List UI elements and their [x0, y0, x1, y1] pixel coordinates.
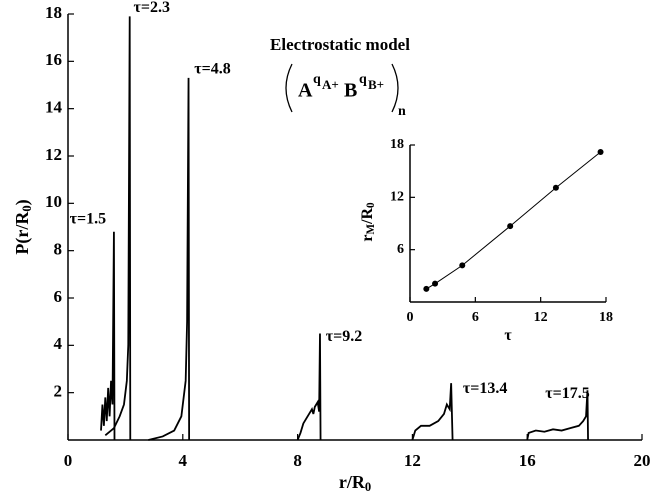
x-tick-label: 18: [599, 310, 613, 325]
axis-label: τ: [504, 327, 512, 344]
axis-label: P(r/R0): [12, 199, 34, 254]
point: [459, 262, 466, 269]
x-tick-label: 4: [179, 451, 188, 470]
axis-label-part: 0: [365, 480, 371, 494]
distribution-line: [526, 390, 589, 441]
peak-label: τ=4.8: [194, 61, 231, 78]
y-tick-label: 10: [45, 192, 62, 211]
axis-label: r/R0: [339, 472, 371, 494]
axis-label-part: 0: [20, 205, 34, 211]
y-tick-label: 6: [54, 287, 63, 306]
axis-label-part: τ: [504, 327, 512, 344]
y-tick-label: 12: [390, 190, 404, 205]
peak-label: τ=9.2: [326, 328, 363, 345]
y-tick-label: 2: [54, 382, 63, 401]
y-tick-label: 4: [54, 334, 63, 353]
paren: [285, 63, 293, 113]
paren: [391, 63, 399, 113]
x-tick-label: 12: [534, 310, 548, 325]
fit-line: [426, 151, 601, 290]
y-tick-label: 8: [54, 240, 63, 259]
formula-part: B+: [368, 77, 384, 92]
formula-part: B: [344, 80, 357, 102]
formula-part: A+: [322, 77, 339, 92]
y-tick-label: 18: [390, 137, 404, 152]
point: [597, 148, 604, 155]
point: [507, 223, 514, 230]
distribution-line: [148, 77, 191, 441]
x-tick-label: 0: [64, 451, 73, 470]
peak-label: τ=2.3: [133, 0, 170, 16]
x-tick-label: 16: [519, 451, 536, 470]
formula-part: n: [398, 104, 406, 119]
distribution-line: [411, 383, 454, 441]
formula: A q A+ B q B+ n: [285, 63, 406, 119]
peak-label: τ=1.5: [70, 210, 107, 227]
formula-part: q: [359, 72, 367, 87]
peak-label: τ=13.4: [463, 380, 508, 397]
axis-label-part: M: [365, 224, 377, 235]
x-tick-label: 6: [472, 310, 479, 325]
axis-label-part: ): [12, 199, 33, 205]
axis-label-part: P(r/R: [12, 211, 33, 255]
distribution-line: [100, 231, 116, 441]
point: [432, 280, 439, 287]
y-tick-label: 14: [45, 98, 63, 117]
axis-label-part: r/R: [339, 472, 366, 492]
y-tick-label: 6: [397, 242, 404, 257]
x-tick-label: 8: [293, 451, 302, 470]
x-tick-label: 20: [634, 451, 651, 470]
axis-label-part: r: [359, 235, 376, 242]
y-tick-label: 16: [45, 50, 62, 69]
axis-label-part: /R: [359, 208, 376, 225]
point: [423, 285, 430, 292]
peak-label: τ=17.5: [545, 385, 590, 402]
point: [552, 184, 559, 191]
y-tick-label: 18: [45, 3, 62, 22]
y-tick-label: 12: [45, 145, 62, 164]
x-tick-label: 12: [404, 451, 421, 470]
formula-part: A: [298, 80, 313, 102]
distribution-line: [296, 333, 322, 441]
distribution-line: [104, 16, 132, 441]
x-tick-label: 0: [407, 310, 414, 325]
formula-part: q: [313, 72, 321, 87]
axis-label: rM/R0: [359, 202, 377, 242]
axis-label-part: 0: [365, 202, 377, 208]
chart-title: Electrostatic model: [270, 35, 410, 54]
